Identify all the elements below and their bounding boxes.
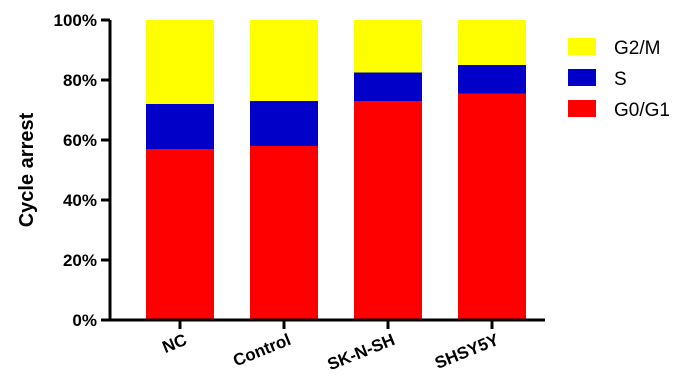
legend-swatch-g0-g1 [568,100,596,117]
y-tick-label-80: 80% [63,71,97,90]
bar-g0-g1-nc [146,149,214,320]
bar-g0-g1-shsy5y [458,93,526,320]
y-tick-label-40: 40% [63,191,97,210]
y-tick-label-60: 60% [63,131,97,150]
bar-g2-m-sk-n-sh [354,20,422,73]
x-tick-label-control: Control [230,330,293,370]
legend-label-g2-m: G2/M [614,38,660,59]
bar-s-control [250,101,318,146]
bar-g0-g1-sk-n-sh [354,101,422,320]
legend: G2/M S G0/G1 [568,38,670,121]
bars-group [146,20,526,320]
bar-g2-m-control [250,20,318,101]
y-tick-label-100: 100% [54,11,97,30]
legend-label-s: S [614,69,627,90]
bar-s-sk-n-sh [354,72,422,101]
x-tick-label-shsy5y: SHSY5Y [432,330,502,373]
y-tick-label-20: 20% [63,251,97,270]
x-tick-label-sk-n-sh: SK-N-SH [325,330,398,374]
y-tick-label-0: 0% [72,311,97,330]
bar-s-shsy5y [458,65,526,94]
x-tick-label-nc: NC [160,330,190,357]
legend-label-g0-g1: G0/G1 [614,100,670,121]
bar-g0-g1-control [250,146,318,320]
bar-g2-m-shsy5y [458,20,526,65]
legend-swatch-s [568,69,596,86]
y-axis-title: Cycle arrest [16,112,38,227]
bar-s-nc [146,104,214,149]
legend-swatch-g2-m [568,38,596,55]
bar-g2-m-nc [146,20,214,104]
